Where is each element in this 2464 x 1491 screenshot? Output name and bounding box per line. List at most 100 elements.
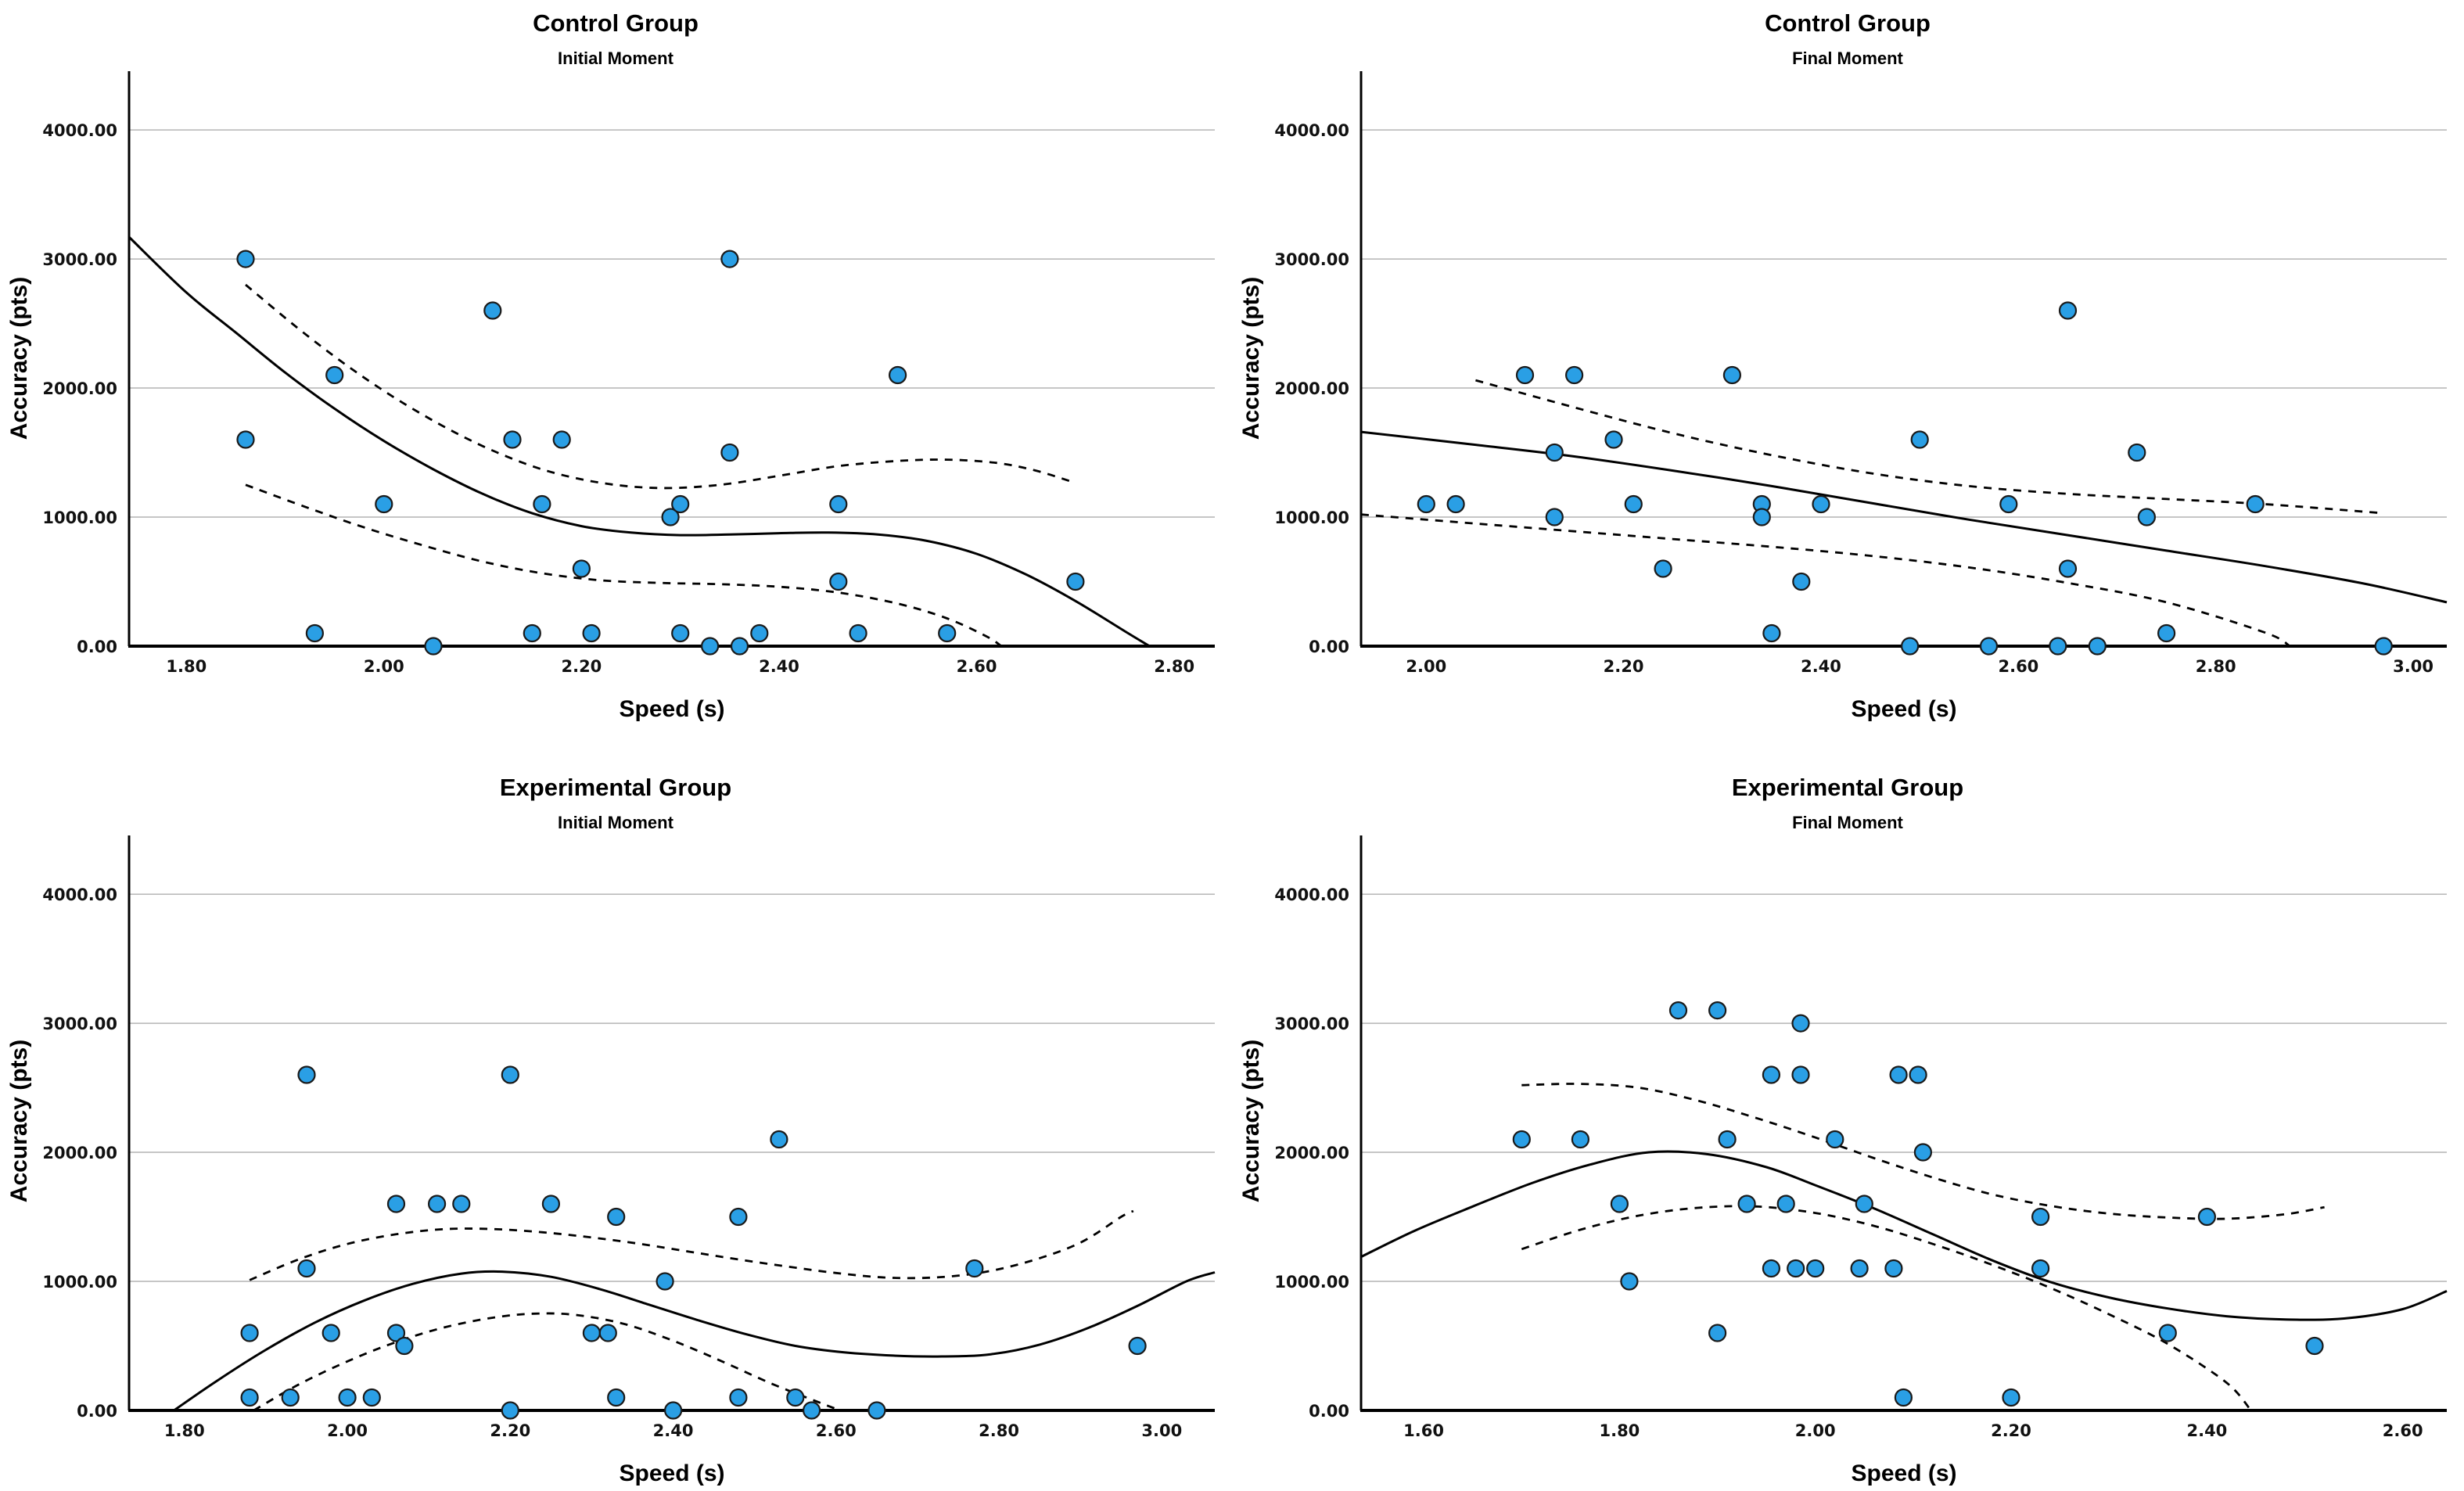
panel-title: Control Group: [533, 9, 699, 37]
data-point: [297, 1259, 316, 1278]
data-point: [1909, 1065, 1927, 1084]
x-tick-label: 2.60: [1998, 657, 2038, 676]
data-point: [2137, 508, 2157, 526]
data-point: [1654, 559, 1672, 578]
data-point: [1610, 1195, 1629, 1213]
chart-panel-experimental-initial: Experimental Group Initial Moment Speed …: [0, 746, 1232, 1491]
data-point: [1791, 1014, 1810, 1033]
y-tick-label: 4000.00: [1274, 886, 1349, 904]
data-point: [730, 637, 749, 656]
data-point: [671, 623, 690, 643]
data-point: [2374, 637, 2393, 656]
x-tick-label: 2.20: [561, 657, 602, 676]
data-point: [1762, 1065, 1781, 1084]
x-tick-label: 2.40: [653, 1421, 694, 1440]
data-point: [325, 365, 344, 385]
y-tick-label: 4000.00: [1274, 121, 1349, 140]
y-axis-title: Accuracy (pts): [1238, 277, 1264, 440]
data-point: [770, 1130, 788, 1149]
data-point: [1668, 1001, 1688, 1020]
data-point: [1791, 1065, 1810, 1084]
data-point: [671, 494, 690, 514]
y-tick-label: 1000.00: [1274, 1273, 1349, 1292]
fit-line: [1360, 1150, 2448, 1321]
data-point: [661, 508, 680, 526]
x-axis-title: Speed (s): [1851, 1460, 1956, 1486]
data-point: [607, 1207, 626, 1227]
data-point: [1515, 365, 1535, 385]
y-tick-label: 3000.00: [1274, 1015, 1349, 1033]
data-point: [338, 1388, 357, 1407]
data-point: [362, 1388, 381, 1407]
scatter-chart-experimental-initial: Experimental Group Initial Moment Speed …: [6, 774, 1216, 1486]
confidence-band-lower: [1521, 1205, 2252, 1411]
data-point: [2031, 1207, 2050, 1227]
data-point: [2158, 1324, 2177, 1342]
scatter-chart-experimental-final: Experimental Group Final Moment Speed (s…: [1238, 774, 2448, 1486]
data-point: [1752, 508, 1771, 526]
data-point: [2049, 637, 2067, 656]
confidence-band-upper: [249, 1209, 1134, 1281]
data-point: [607, 1388, 626, 1407]
panel-title: Control Group: [1765, 9, 1931, 37]
data-point: [720, 443, 739, 462]
data-point: [1624, 494, 1643, 514]
y-tick-label: 0.00: [77, 1402, 117, 1421]
data-point: [1999, 494, 2018, 514]
data-point: [1812, 494, 1830, 514]
data-point: [523, 623, 541, 643]
y-tick-label: 2000.00: [42, 379, 117, 398]
data-point: [2246, 494, 2265, 514]
data-point: [1737, 1195, 1756, 1213]
data-point: [1545, 443, 1564, 462]
panel-subtitle: Initial Moment: [558, 813, 674, 832]
data-point: [1850, 1259, 1869, 1278]
data-point: [1722, 365, 1742, 385]
confidence-band-upper: [1475, 379, 2384, 515]
data-point: [1979, 637, 1999, 656]
plot-area: 0.00 1000.00 2000.00 3000.00 4000.00 1.80 2.00…: [42, 835, 1216, 1440]
x-tick-label: 2.40: [759, 657, 799, 676]
confidence-band-lower: [245, 483, 1003, 648]
data-point: [1884, 1259, 1903, 1278]
x-axis-title: Speed (s): [619, 696, 724, 722]
data-point: [582, 1324, 602, 1342]
data-point: [2157, 623, 2176, 643]
plot-area: 0.00 1000.00 2000.00 3000.00 4000.00 1.60 1.80…: [1274, 835, 2448, 1440]
scatter-chart-control-final: Control Group Final Moment Speed (s) Acc…: [1238, 9, 2448, 722]
data-point: [1855, 1195, 1873, 1213]
data-point: [424, 637, 443, 656]
plot-area: 0.00 1000.00 2000.00 3000.00 4000.00 2.00 2.20…: [1274, 71, 2448, 676]
data-point: [503, 430, 522, 449]
x-tick-label: 2.00: [1406, 657, 1446, 676]
y-tick-label: 2000.00: [1274, 1144, 1349, 1162]
data-point: [1620, 1272, 1639, 1291]
panel-title: Experimental Group: [500, 774, 731, 801]
x-tick-label: 2.60: [957, 657, 997, 676]
data-point: [533, 494, 551, 514]
data-point: [1826, 1130, 1844, 1149]
data-point: [297, 1065, 316, 1084]
data-point: [729, 1207, 748, 1227]
confidence-band-lower: [253, 1312, 841, 1412]
data-point: [1894, 1388, 1913, 1407]
x-tick-label: 2.00: [327, 1421, 368, 1440]
data-point: [965, 1259, 984, 1278]
y-axis-title: Accuracy (pts): [6, 1040, 32, 1202]
x-tick-label: 2.60: [2383, 1421, 2423, 1440]
data-point: [2305, 1336, 2324, 1356]
x-tick-label: 2.40: [1801, 657, 1841, 676]
data-point: [1066, 572, 1085, 591]
confidence-band-lower: [1360, 513, 2291, 648]
fit-line: [128, 235, 1151, 648]
chart-panel-control-initial: Control Group Initial Moment Speed (s) A…: [0, 0, 1232, 746]
x-tick-label: 3.00: [1141, 1421, 1182, 1440]
data-point: [802, 1401, 821, 1420]
data-point: [786, 1388, 805, 1407]
data-point: [395, 1336, 414, 1356]
data-point: [1545, 508, 1564, 526]
x-tick-label: 2.40: [2186, 1421, 2227, 1440]
data-point: [541, 1195, 561, 1213]
y-tick-label: 1000.00: [42, 508, 117, 527]
